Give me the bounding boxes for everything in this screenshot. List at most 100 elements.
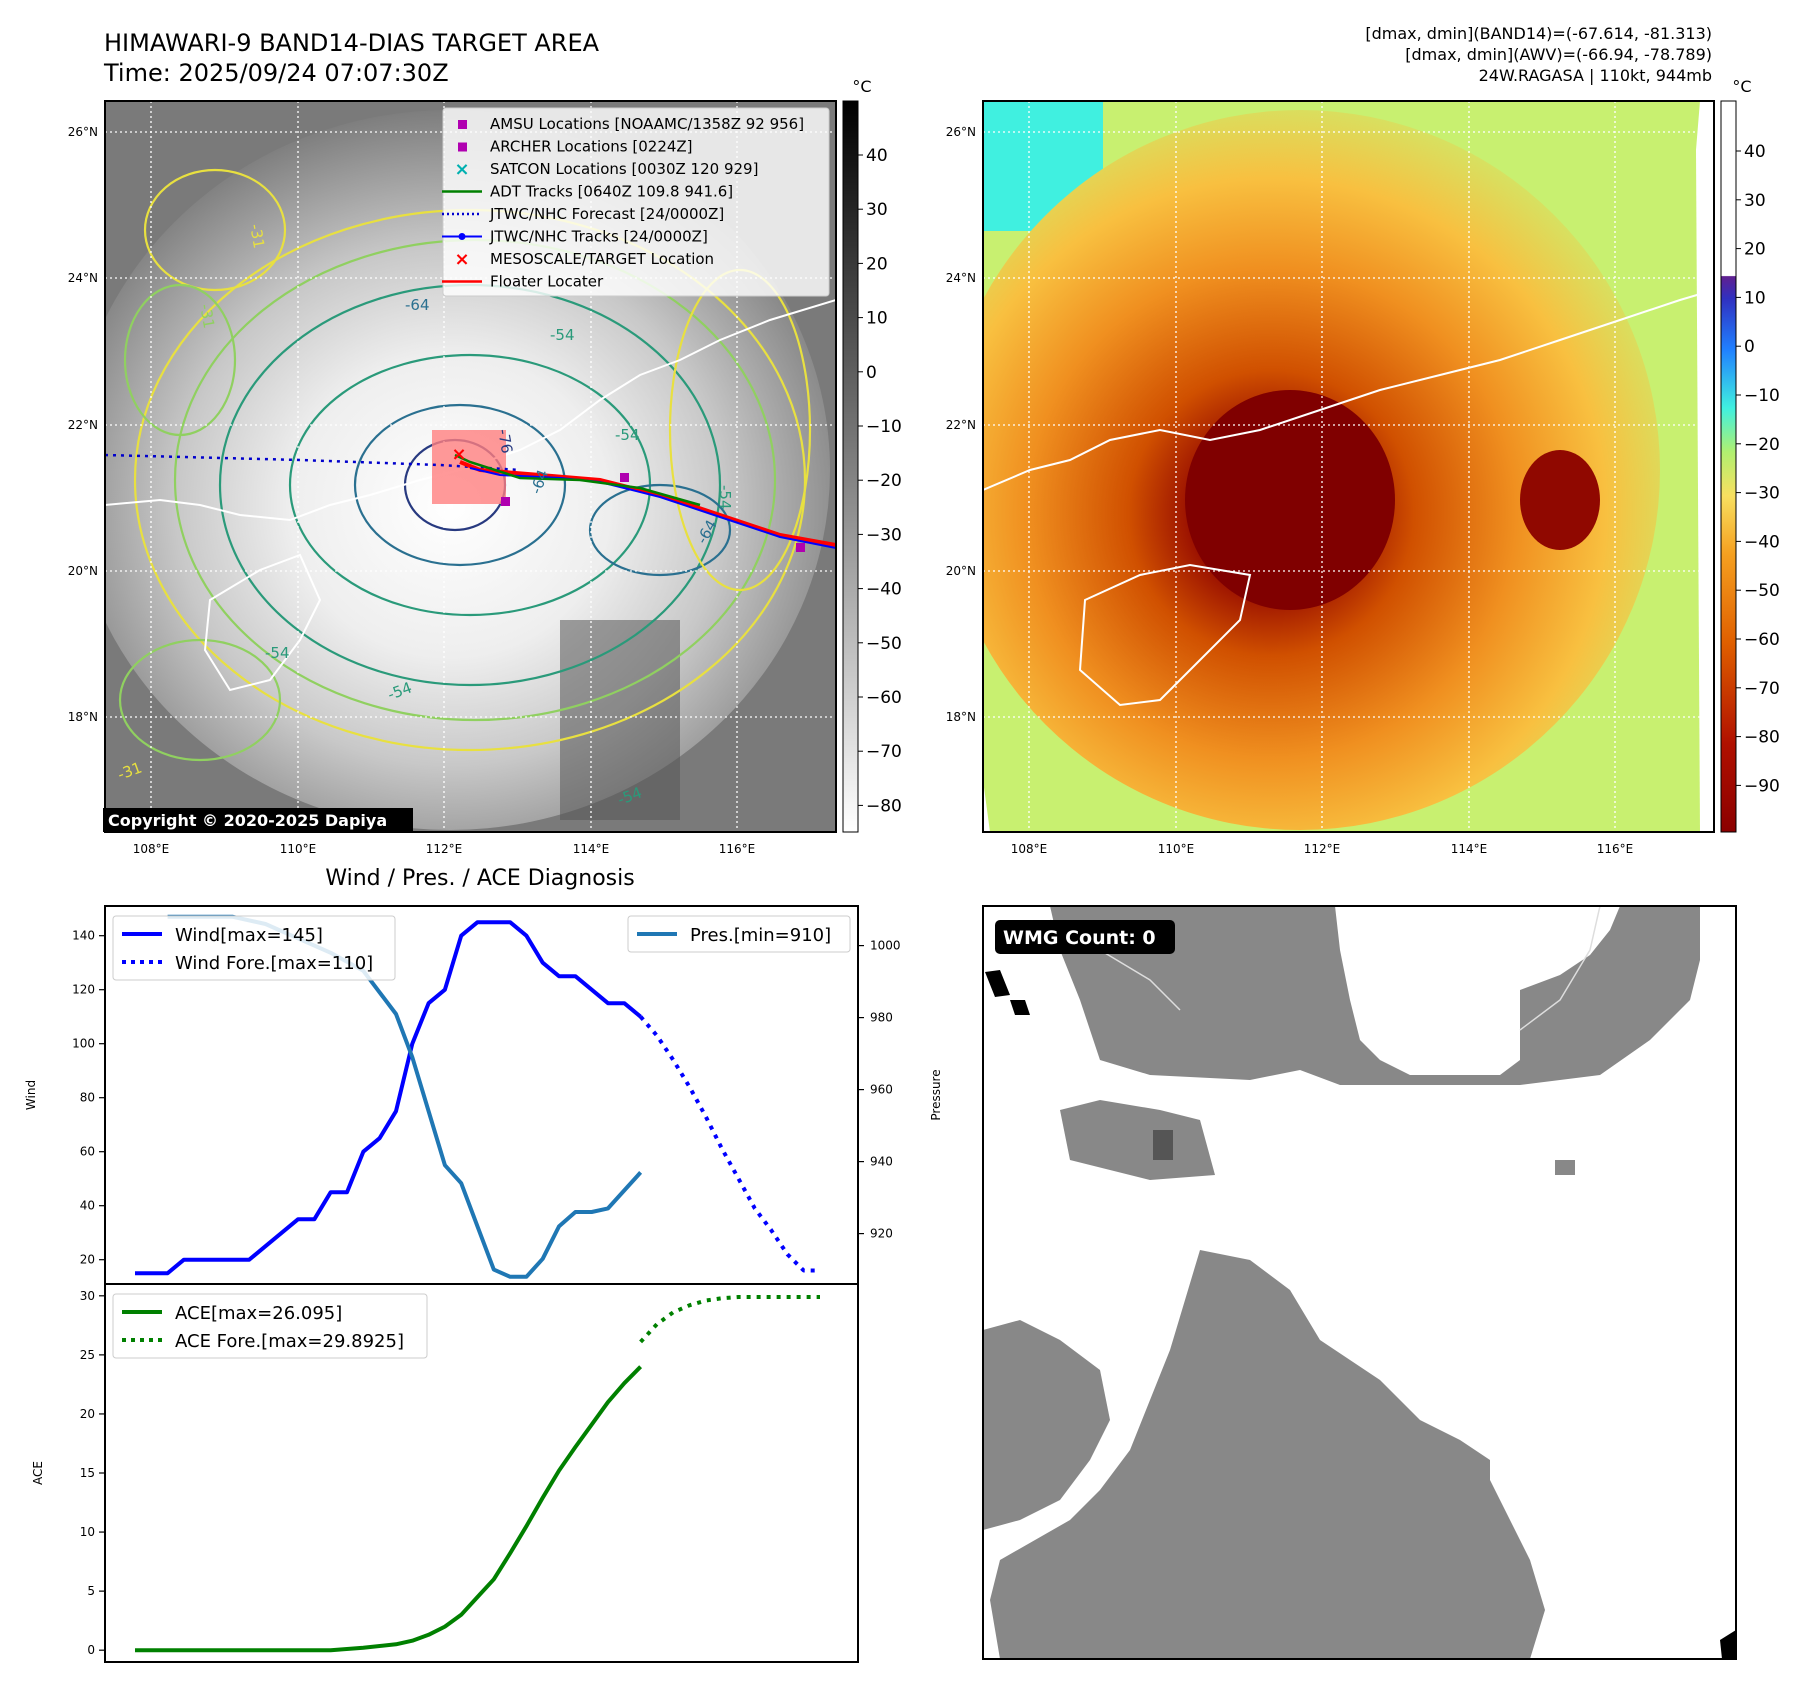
pressure-legend-box xyxy=(627,915,851,953)
wind-legend-label: Wind[max=145] xyxy=(175,925,323,946)
wind-pressure-chart: Wind Pressure 20 40 60 80 100 120 140 920 940 96… xyxy=(24,905,943,1285)
wv-map-frame xyxy=(982,100,1715,833)
archer-marker xyxy=(501,497,510,506)
axis-tick-label: 10 xyxy=(80,1525,95,1539)
colorbar-tick-label: −50 xyxy=(866,634,902,654)
wv-missing-data-edge xyxy=(1696,101,1714,832)
contour-label: -54 xyxy=(550,326,575,344)
axis-tick-label: 30 xyxy=(80,1289,95,1303)
wmg-black-patch xyxy=(1720,1630,1736,1659)
lat-tick-label: 18°N xyxy=(68,710,98,724)
axis-tick-label: 960 xyxy=(870,1083,893,1097)
amsu-marker xyxy=(620,473,629,482)
copyright-text: Copyright © 2020-2025 Dapiya xyxy=(108,811,387,830)
wmg-coastline xyxy=(1519,905,1601,1031)
legend-marker-square xyxy=(458,142,467,152)
colorbar-tick-label: −70 xyxy=(1744,679,1780,699)
legend-label: ADT Tracks [0640Z 109.8 941.6] xyxy=(490,183,733,201)
wmg-count-label: WMG Count: 0 xyxy=(1003,927,1156,949)
axis-tick-label: 60 xyxy=(80,1145,95,1159)
colorbar-tick-label: 30 xyxy=(866,200,888,220)
colorbar-tick-label: 0 xyxy=(1744,337,1755,357)
lat-tick-label: 24°N xyxy=(68,271,98,285)
wv-lat-ticks: 26°N 24°N 22°N 20°N 18°N xyxy=(946,125,976,724)
colorbar-tick-label: −30 xyxy=(1744,484,1780,504)
colorbar-tick-label: −10 xyxy=(866,417,902,437)
colorbar-tick-label: −50 xyxy=(1744,581,1780,601)
series-line xyxy=(135,1365,643,1653)
legend-label: MESOSCALE/TARGET Location xyxy=(490,250,714,268)
lat-tick-label: 22°N xyxy=(946,418,976,432)
contour-label: -31 xyxy=(196,303,218,330)
legend-marker-dot xyxy=(458,233,466,240)
wind-legend-box xyxy=(112,915,396,981)
colorbar-tick-label: −40 xyxy=(866,580,902,600)
colorbar-tick-label: −90 xyxy=(1744,776,1780,796)
wv-eye-core xyxy=(1185,390,1395,610)
colorbar-tick-label: −60 xyxy=(866,688,902,708)
axis-tick-label: 920 xyxy=(870,1227,893,1241)
ir-colorbar-ticks: 40 30 20 10 0 −10 −20 −30 −40 −50 −60 −70 −80 xyxy=(858,146,902,816)
lat-tick-label: 24°N xyxy=(946,271,976,285)
axis-tick-label: 0 xyxy=(87,1643,95,1657)
lat-tick-label: 20°N xyxy=(946,564,976,578)
lon-tick-label: 108°E xyxy=(133,842,170,856)
ir-hainan-outline xyxy=(203,553,322,692)
contour-label: -54 xyxy=(716,485,734,510)
stats-band14: [dmax, dmin](BAND14)=(-67.614, -81.313) xyxy=(1365,24,1712,43)
lon-tick-label: 112°E xyxy=(426,842,463,856)
ir-dry-slot xyxy=(560,620,680,820)
colorbar-tick-label: −40 xyxy=(1744,532,1780,552)
lat-tick-label: 18°N xyxy=(946,710,976,724)
map-legend-box xyxy=(442,107,830,297)
wv-dark-band xyxy=(1520,450,1600,550)
lat-tick-label: 22°N xyxy=(68,418,98,432)
colorbar-tick-label: −20 xyxy=(1744,435,1780,455)
ir-map-panel: × -31 -31 -64 -54 -76 -64 -54 -64 -54 -5… xyxy=(68,77,902,856)
lon-tick-label: 114°E xyxy=(1451,842,1488,856)
axis-tick-label: 80 xyxy=(80,1091,95,1105)
ir-lat-ticks: 26°N 24°N 22°N 20°N 18°N xyxy=(68,125,98,724)
ace-axis-label: ACE xyxy=(31,1461,45,1485)
legend-marker-x: × xyxy=(454,249,469,270)
contour-label: -54 xyxy=(615,426,640,444)
series-line xyxy=(135,920,642,1276)
pressure-axis-label: Pressure xyxy=(929,1069,943,1120)
lon-tick-label: 116°E xyxy=(1597,842,1634,856)
series-line xyxy=(639,1295,820,1344)
legend-label: JTWC/NHC Forecast [24/0000Z] xyxy=(489,205,724,223)
pressure-legend-label: Pres.[min=910] xyxy=(690,925,831,946)
wv-coastline xyxy=(983,289,1714,491)
ir-colorbar-unit: °C xyxy=(852,77,871,96)
colorbar-tick-label: 10 xyxy=(866,309,888,329)
legend-label: AMSU Locations [NOAAMC/1358Z 92 956] xyxy=(490,115,804,133)
colorbar-tick-label: −10 xyxy=(1744,386,1780,406)
colorbar-tick-label: 30 xyxy=(1744,191,1766,211)
ace-legend-box xyxy=(112,1293,428,1359)
axis-tick-label: 25 xyxy=(80,1348,95,1362)
wmg-black-patch xyxy=(1010,1000,1030,1015)
axis-tick-label: 120 xyxy=(72,983,95,997)
legend-marker-x: × xyxy=(454,159,469,180)
lon-tick-label: 108°E xyxy=(1011,842,1048,856)
wmg-black-patch xyxy=(985,970,1010,997)
wind-axis-label: Wind xyxy=(24,1080,38,1110)
legend-label: JTWC/NHC Tracks [24/0000Z] xyxy=(489,228,708,246)
axis-tick-label: 40 xyxy=(80,1199,95,1213)
copyright-box xyxy=(103,808,413,832)
lon-tick-label: 110°E xyxy=(280,842,317,856)
wind-forecast-legend-label: Wind Fore.[max=110] xyxy=(175,953,373,974)
map-legend: AMSU Locations [NOAAMC/1358Z 92 956] ARCH… xyxy=(442,107,830,297)
colorbar-tick-label: 40 xyxy=(866,146,888,166)
adt-track xyxy=(454,453,701,507)
colorbar-tick-label: −30 xyxy=(866,525,902,545)
colorbar-tick-label: −60 xyxy=(1744,630,1780,650)
lon-tick-label: 110°E xyxy=(1158,842,1195,856)
wmg-count-badge xyxy=(995,920,1175,954)
colorbar-tick-label: −80 xyxy=(1744,728,1780,748)
colorbar-tick-label: −70 xyxy=(866,742,902,762)
lat-tick-label: 20°N xyxy=(68,564,98,578)
wv-map-panel: 108°E 110°E 112°E 114°E 116°E 26°N 24°N … xyxy=(946,77,1780,856)
